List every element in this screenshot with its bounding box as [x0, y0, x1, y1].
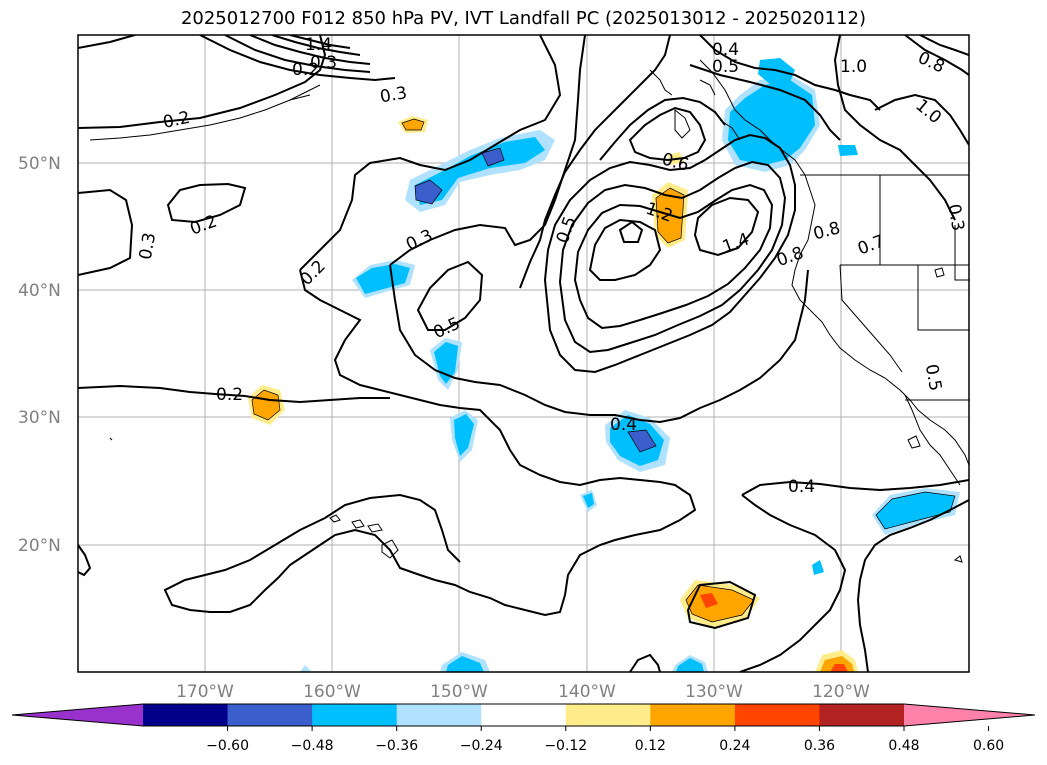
colorbar: −0.60 −0.48 −0.36 −0.24 −0.12 0.12 0.24 0.36 0.4…	[11, 703, 1036, 754]
colorbar-extension-max	[904, 704, 1035, 726]
lon-label-140w: 140°W	[558, 682, 616, 702]
colorbar-segment	[650, 704, 736, 726]
negative-anomaly-shading	[300, 58, 960, 672]
lon-label-160w: 160°W	[303, 682, 361, 702]
contour-label-1-6: 0.3	[310, 53, 337, 73]
contour-label-0-3-d: 0.3	[943, 203, 967, 233]
contour-label-0-5-c: 0.5	[712, 57, 739, 77]
map-border	[77, 34, 970, 673]
colorbar-segment	[734, 704, 820, 726]
colorbar-tick-label: 0.48	[888, 738, 919, 754]
map-area	[78, 35, 969, 672]
lat-label-20n: 20°N	[18, 536, 61, 556]
contour-label-1-0-a: 1.0	[840, 57, 867, 77]
colorbar-tick-label: −0.24	[460, 738, 503, 754]
contour-label-0-2-e: 0.2	[292, 60, 319, 80]
contour-label-0-2-d: 0.2	[216, 385, 243, 405]
colorbar-segment	[227, 704, 313, 726]
lat-label-30n: 30°N	[18, 408, 61, 428]
shading-outlines	[251, 118, 956, 623]
contour-label-0-3-b: 0.3	[378, 83, 408, 107]
contour-label-0-4-b: 0.4	[610, 415, 637, 435]
lat-label-50n: 50°N	[18, 154, 61, 174]
colorbar-tick-label: 0.60	[973, 738, 1004, 754]
pv-contours	[78, 35, 969, 672]
colorbar-segment	[143, 704, 229, 726]
colorbar-segment	[819, 704, 905, 726]
contour-label-0-3-e: 0.5	[921, 363, 945, 393]
lon-label-150w: 150°W	[430, 682, 488, 702]
colorbar-extension-min	[12, 704, 143, 726]
lon-label-130w: 130°W	[685, 682, 743, 702]
contour-label-0-4-a: 0.4	[712, 40, 739, 60]
colorbar-tick-label: −0.48	[291, 738, 334, 754]
lon-label-170w: 170°W	[176, 682, 234, 702]
longitude-labels: 170°W 160°W 150°W 140°W 130°W 120°W	[176, 682, 870, 702]
colorbar-tick-label: 0.36	[804, 738, 835, 754]
latitude-labels: 50°N 40°N 30°N 20°N	[18, 154, 61, 556]
contour-label-0-4-c: 0.4	[788, 477, 815, 497]
colorbar-segment	[312, 704, 398, 726]
colorbar-tick-label: −0.60	[206, 738, 249, 754]
lon-label-120w: 120°W	[812, 682, 870, 702]
colorbar-segment	[481, 704, 567, 726]
colorbar-segment	[396, 704, 482, 726]
map-title: 2025012700 F012 850 hPa PV, IVT Landfall…	[180, 8, 867, 29]
colorbar-tick-label: 0.24	[719, 738, 750, 754]
contour-label-0-3-a: 0.3	[136, 231, 160, 261]
colorbar-outline	[11, 703, 1036, 727]
coastlines	[89, 59, 969, 563]
colorbar-tick-label: 0.12	[635, 738, 666, 754]
colorbar-tick-label: −0.12	[544, 738, 587, 754]
contour-label-1-4-b: 1.4	[305, 35, 332, 55]
lat-label-40n: 40°N	[18, 281, 61, 301]
colorbar-segment	[565, 704, 651, 726]
colorbar-tick-label: −0.36	[375, 738, 418, 754]
